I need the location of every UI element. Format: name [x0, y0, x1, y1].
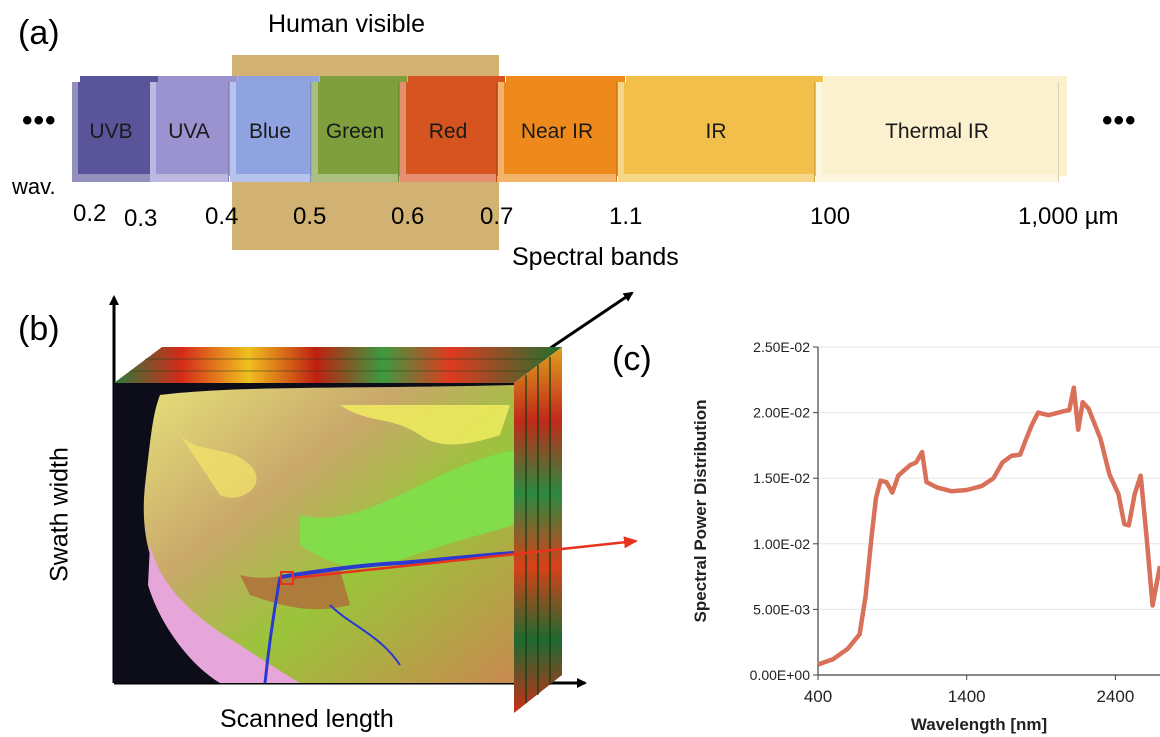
y-tick-label: 2.00E-02 — [753, 405, 810, 421]
band-label: Blue — [248, 120, 292, 143]
human-visible-label: Human visible — [268, 10, 426, 38]
wav-label: wav. — [12, 174, 56, 199]
y-tick-label: 0.00E+00 — [750, 667, 811, 683]
tick-0-5: 0.5 — [293, 203, 327, 230]
band-blue: Blue — [230, 82, 311, 182]
series-line — [817, 385, 1160, 667]
x-tick-label: 400 — [804, 687, 832, 706]
band-label: Thermal IR — [885, 120, 989, 143]
x-tick-label: 1400 — [948, 687, 986, 706]
y-tick-label: 5.00E-03 — [753, 601, 810, 617]
y-tick-label: 2.50E-02 — [753, 339, 810, 355]
spectral-power-chart: 0.00E+00 5.00E-03 1.00E-02 1.50E-02 2.00E-02… — [691, 339, 1160, 734]
band-near-ir: Near IR — [498, 82, 617, 182]
y-axis-title: Spectral Power Distribution — [691, 400, 710, 623]
band-label: UVB — [89, 120, 133, 143]
tick-100: 100 — [810, 203, 851, 230]
panel-b-label: (b) — [18, 310, 60, 348]
tick-1000-um: 1,000 µm — [1018, 203, 1119, 230]
hyperspectral-cube — [109, 291, 638, 713]
tick-0-2: 0.2 — [73, 200, 107, 227]
band-label: UVA — [168, 120, 210, 143]
band-uva: UVA — [150, 82, 229, 182]
band-green: Green — [312, 82, 399, 182]
band-label: IR — [705, 120, 727, 143]
tick-0-4: 0.4 — [205, 203, 239, 230]
swath-width-label: Swath width — [45, 447, 74, 582]
y-tick-label: 1.50E-02 — [753, 470, 810, 486]
tick-0-6: 0.6 — [391, 203, 425, 230]
band-label: Green — [325, 120, 385, 143]
spectral-bands-label: Spectral bands — [512, 243, 679, 271]
band-ir: IR — [618, 82, 815, 182]
x-tick-label: 2400 — [1096, 687, 1134, 706]
scanned-length-label: Scanned length — [220, 705, 394, 733]
band-uvb: UVB — [72, 82, 151, 182]
band-label: Red — [428, 120, 468, 143]
band-red: Red — [400, 82, 497, 182]
ellipsis-left: ••• — [22, 104, 57, 137]
band-thermal-ir: Thermal IR — [816, 82, 1059, 182]
panel-c-label: (c) — [612, 340, 652, 378]
tick-0-3: 0.3 — [124, 205, 158, 232]
tick-0-7: 0.7 — [480, 203, 514, 230]
x-axis-title: Wavelength [nm] — [911, 715, 1047, 734]
band-label: Near IR — [520, 120, 594, 143]
tick-1-1: 1.1 — [609, 203, 643, 230]
y-tick-label: 1.00E-02 — [753, 536, 810, 552]
ellipsis-right: ••• — [1102, 104, 1137, 137]
panel-a-label: (a) — [18, 14, 60, 52]
